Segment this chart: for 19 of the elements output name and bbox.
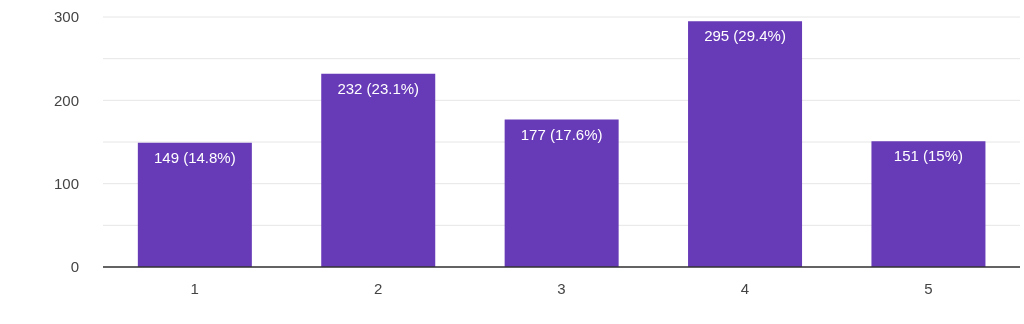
y-tick-label: 200 — [53, 91, 79, 109]
x-tick-label: 3 — [557, 279, 566, 297]
data-label: 151 (15%) — [893, 147, 964, 165]
x-tick-label: 4 — [740, 279, 750, 297]
y-tick-label: 0 — [70, 258, 79, 276]
bar — [871, 141, 986, 267]
y-tick-label: 100 — [53, 174, 79, 192]
y-tick-label: 300 — [53, 8, 79, 26]
data-label: 295 (29.4%) — [704, 27, 786, 45]
bar — [137, 142, 252, 267]
x-tick-label: 2 — [373, 279, 383, 297]
bar — [321, 73, 436, 267]
x-tick-label: 1 — [190, 279, 199, 297]
data-label: 149 (14.8%) — [153, 148, 236, 166]
bar — [504, 119, 619, 267]
data-label: 232 (23.1%) — [337, 79, 420, 97]
x-tick-label: 5 — [924, 279, 933, 297]
bar — [688, 21, 803, 267]
data-label: 177 (17.6%) — [520, 125, 603, 143]
